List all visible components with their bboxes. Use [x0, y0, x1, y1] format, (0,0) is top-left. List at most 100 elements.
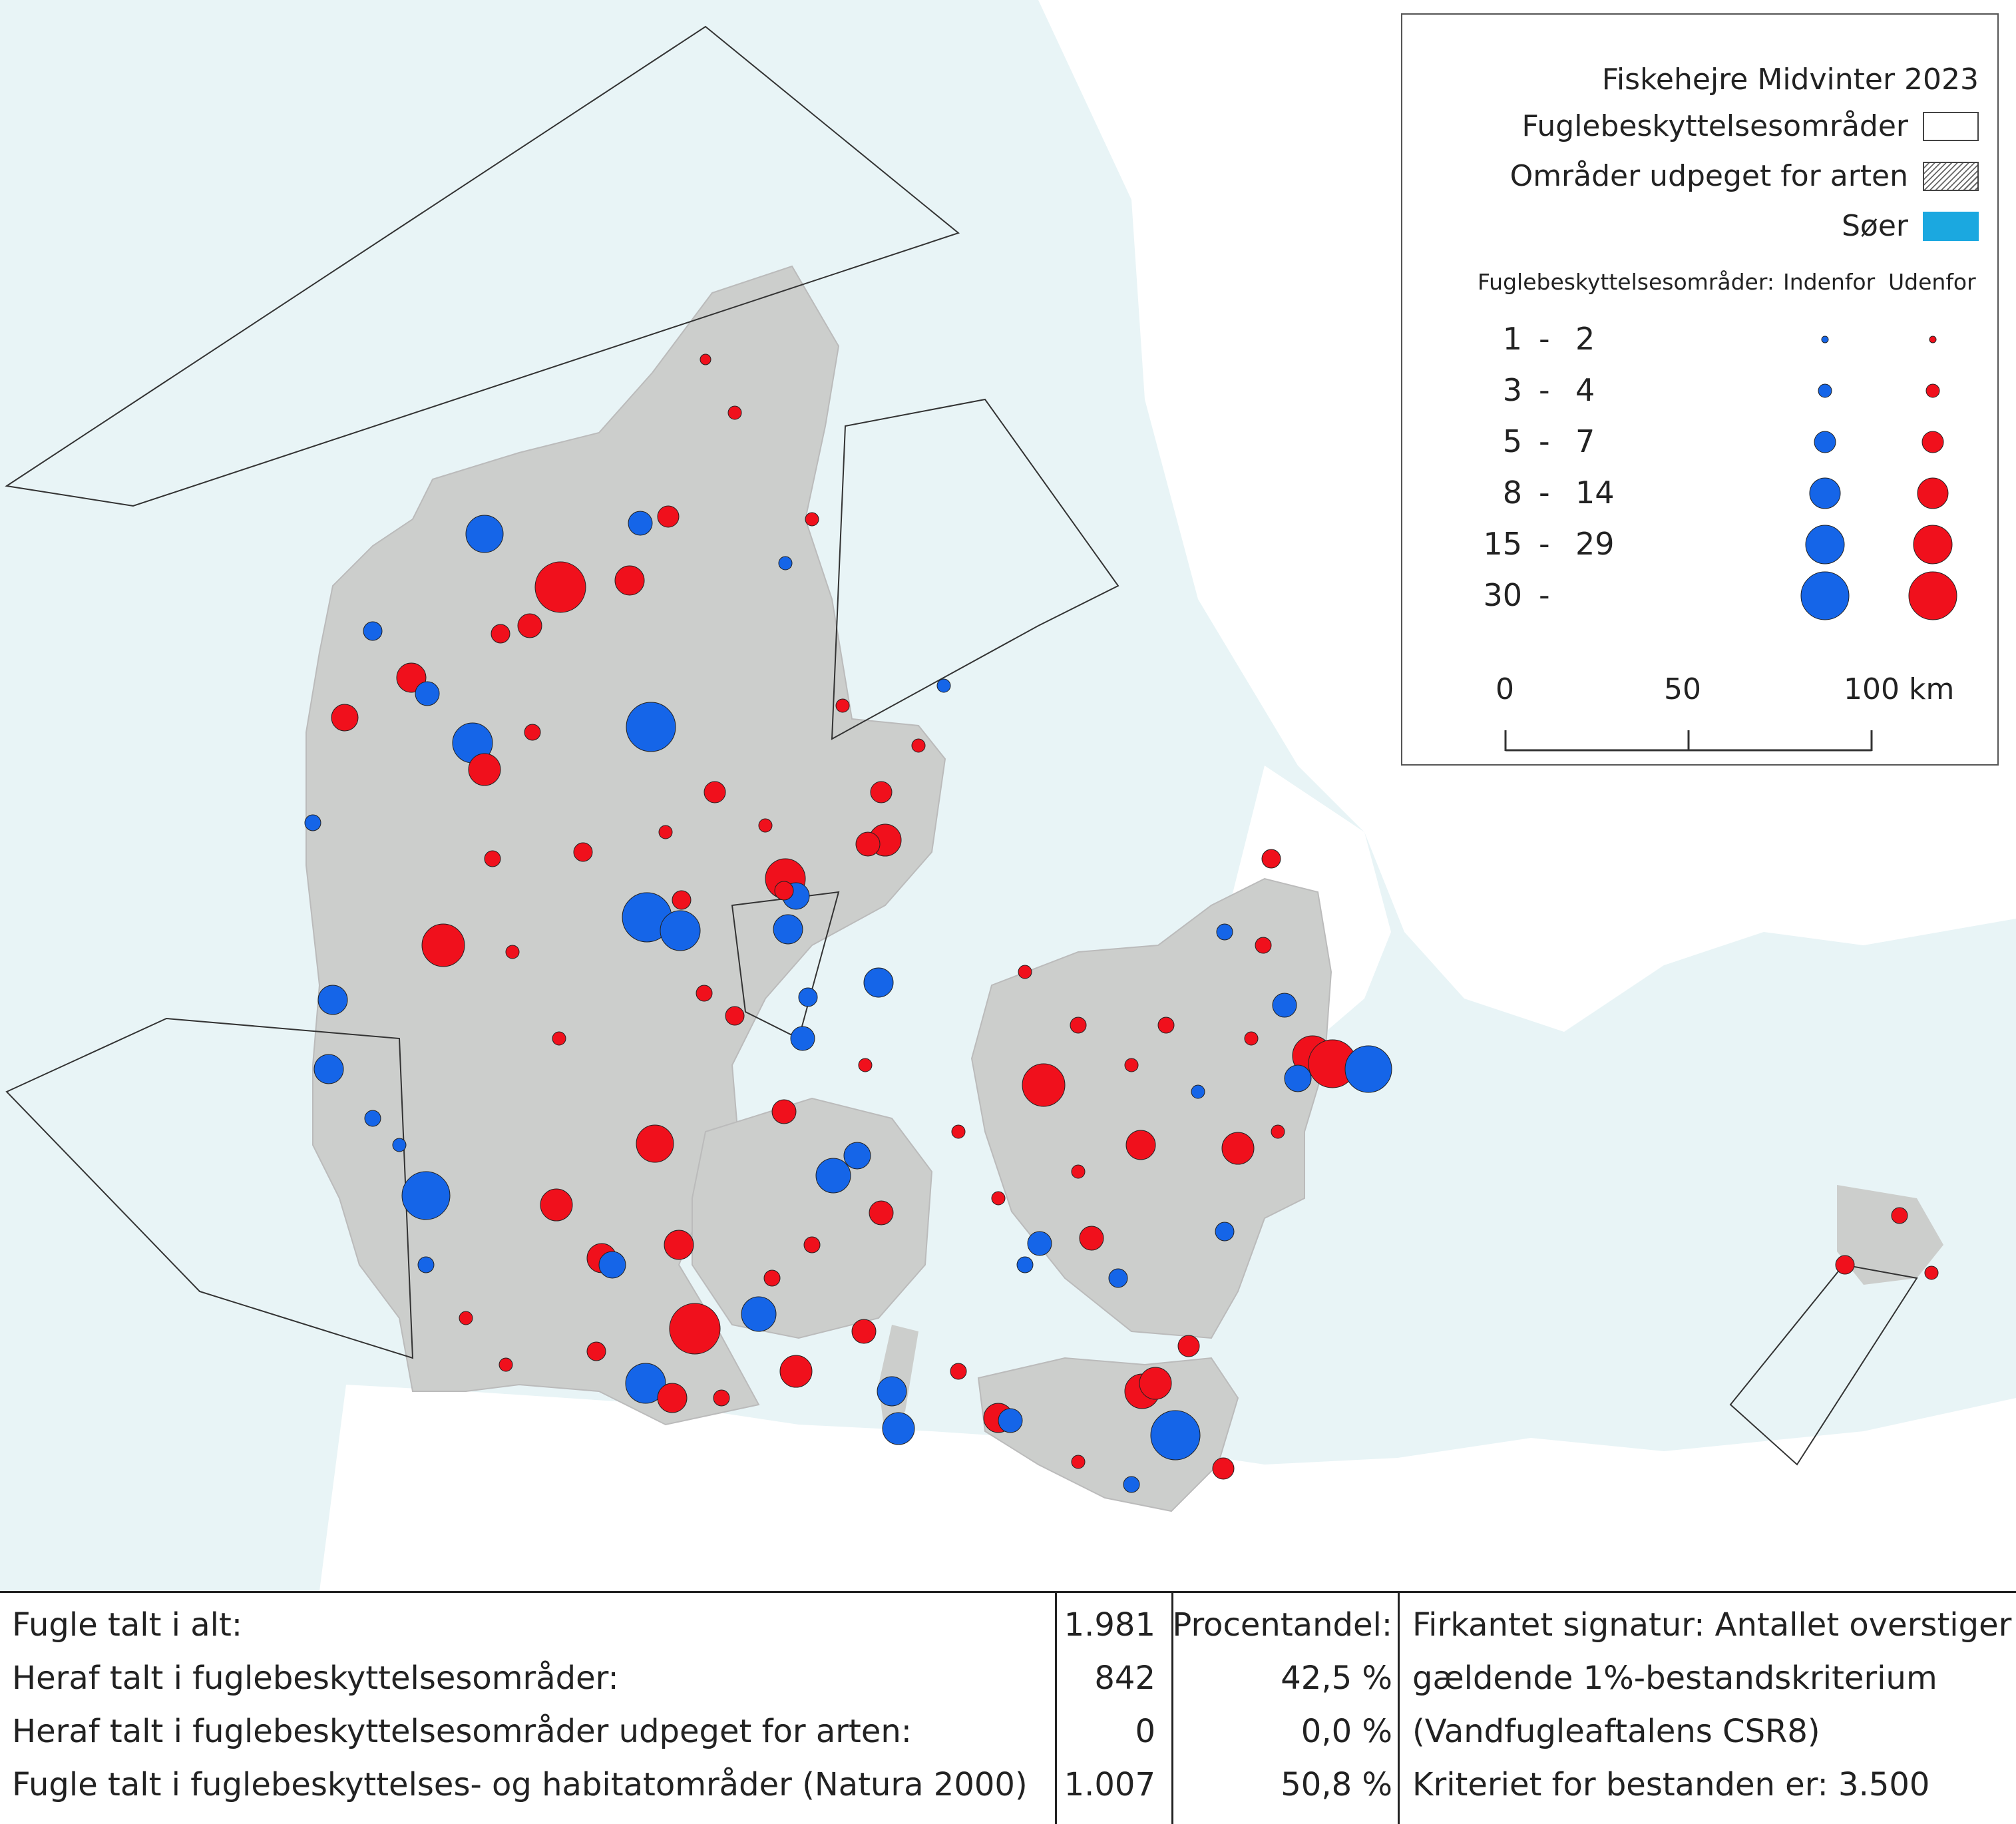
observation-dot-inside: [1215, 1222, 1235, 1242]
observation-dot-inside: [1216, 923, 1233, 941]
observation-dot-outside: [1071, 1455, 1086, 1469]
observation-dot-inside: [415, 681, 440, 706]
legend-class-from: 30: [1483, 577, 1522, 613]
legend-inside-header: Indenfor: [1783, 269, 1876, 295]
observation-dot-outside: [1018, 965, 1032, 979]
legend-class-to: 14: [1575, 475, 1615, 511]
stats-label: Heraf talt i fuglebeskyttelsesområder ud…: [12, 1713, 912, 1750]
observation-dot-outside: [1139, 1367, 1172, 1400]
table-divider: [1055, 1593, 1057, 1824]
legend-class-dash: -: [1539, 423, 1550, 459]
observation-dot-inside: [998, 1408, 1023, 1433]
observation-dot-outside: [636, 1124, 674, 1163]
legend-symbol-outside: [1921, 431, 1944, 453]
observation-dot-inside: [798, 987, 818, 1007]
legend-item-lakes: Søer: [1842, 209, 1979, 243]
observation-dot-outside: [805, 512, 819, 527]
observation-dot-outside: [331, 704, 359, 732]
stats-label: Fugle talt i alt:: [12, 1606, 242, 1644]
observation-dot-inside: [313, 1054, 344, 1084]
legend-label: Søer: [1841, 209, 1908, 243]
observation-dot-inside: [741, 1296, 777, 1332]
observation-dot-inside: [363, 621, 383, 641]
legend-label: Fuglebeskyttelsesområder: [1521, 109, 1908, 143]
legend-class-dash: -: [1539, 526, 1550, 562]
observation-dot-outside: [573, 842, 593, 862]
observation-dot-outside: [672, 890, 692, 910]
legend-class-to: 2: [1575, 321, 1595, 357]
legend-item-protection-areas: Fuglebeskyttelsesområder: [1521, 109, 1979, 143]
legend-class-from: 15: [1483, 526, 1522, 562]
stats-note: gældende 1%-bestandskriterium: [1412, 1660, 1937, 1697]
observation-dot-outside: [1212, 1457, 1235, 1480]
bird-protection-areas: [5, 25, 1918, 1466]
observation-dot-outside: [727, 405, 742, 420]
observation-dot-outside: [586, 1341, 606, 1361]
observation-dot-inside: [364, 1110, 381, 1127]
observation-dot-inside: [1027, 1231, 1052, 1256]
observation-dot-inside: [660, 910, 701, 951]
legend-class-from: 5: [1502, 423, 1522, 459]
observation-dot-outside: [725, 1006, 745, 1026]
observation-dot-outside: [763, 1269, 781, 1287]
observation-dot-outside: [1835, 1255, 1855, 1275]
legend-class-from: 3: [1502, 372, 1522, 408]
stats-note: Kriteriet for bestanden er: 3.500: [1412, 1766, 1930, 1803]
observation-dot-outside: [951, 1124, 966, 1139]
observation-dot-outside: [657, 505, 680, 528]
observation-dot-outside: [855, 831, 881, 857]
observation-dot-outside: [664, 1230, 694, 1260]
legend-symbol-inside: [1805, 525, 1845, 565]
observation-dot-outside: [950, 1363, 967, 1380]
legend-symbol-inside: [1800, 571, 1850, 620]
legend-symbol-outside: [1929, 336, 1937, 343]
observation-dot-outside: [1125, 1130, 1156, 1160]
observation-dot-outside: [991, 1191, 1006, 1206]
legend-symbol-outside: [1908, 571, 1957, 620]
stats-count: 1.981: [1064, 1606, 1155, 1644]
stats-percent: 0,0 %: [1301, 1713, 1392, 1750]
legend-item-designated-areas: Områder udpeget for arten: [1510, 159, 1979, 193]
observation-dot-outside: [1070, 1017, 1087, 1034]
observation-dot-outside: [505, 945, 520, 959]
legend-class-dash: -: [1539, 321, 1550, 357]
scale-label-50: 50: [1664, 672, 1701, 706]
bornholm-land: [1837, 1185, 1943, 1285]
observation-dot-outside: [658, 825, 673, 839]
observation-dot-outside: [491, 624, 510, 644]
observation-dot-inside: [465, 515, 504, 553]
observation-dot-outside: [835, 698, 850, 713]
legend-outside-header: Udenfor: [1888, 269, 1976, 295]
legend-symbols: [1504, 336, 1957, 752]
observation-dot-outside: [421, 923, 465, 967]
observation-dot-outside: [1271, 1124, 1285, 1139]
legend-symbol-inside: [1809, 477, 1841, 509]
observation-dot-inside: [392, 1138, 407, 1152]
observation-dot-outside: [704, 781, 726, 803]
kattegat-protection-area: [831, 398, 1119, 740]
stats-percent: 42,5 %: [1281, 1660, 1392, 1697]
legend-symbol-outside: [1925, 383, 1940, 398]
observation-dot-outside: [911, 738, 926, 753]
legend-class-to: 29: [1575, 526, 1615, 562]
legend-symbol-inside: [1821, 336, 1829, 343]
observation-dot-inside: [815, 1158, 851, 1194]
observation-dot-inside: [401, 1171, 451, 1220]
observation-dot-outside: [657, 1383, 688, 1413]
observation-dot-outside: [713, 1389, 730, 1407]
observation-dot-inside: [317, 985, 348, 1015]
stats-note: (Vandfugleaftalens CSR8): [1412, 1713, 1820, 1750]
table-divider: [1171, 1593, 1173, 1824]
observation-dot-outside: [614, 565, 645, 596]
observation-dot-outside: [517, 613, 542, 638]
observation-dot-inside: [1344, 1045, 1392, 1093]
observation-dots: [304, 353, 1939, 1493]
legend-symbol-outside: [1917, 477, 1949, 509]
observation-dot-outside: [700, 353, 711, 365]
legend-title: Fiskehejre Midvinter 2023: [1601, 63, 1979, 97]
stats-percent-header: Procentandel:: [1172, 1606, 1392, 1644]
observation-dot-outside: [858, 1058, 873, 1072]
observation-dot-outside: [696, 985, 713, 1002]
observation-dot-inside: [843, 1142, 871, 1170]
legend-swatch-lake: [1923, 211, 1979, 241]
